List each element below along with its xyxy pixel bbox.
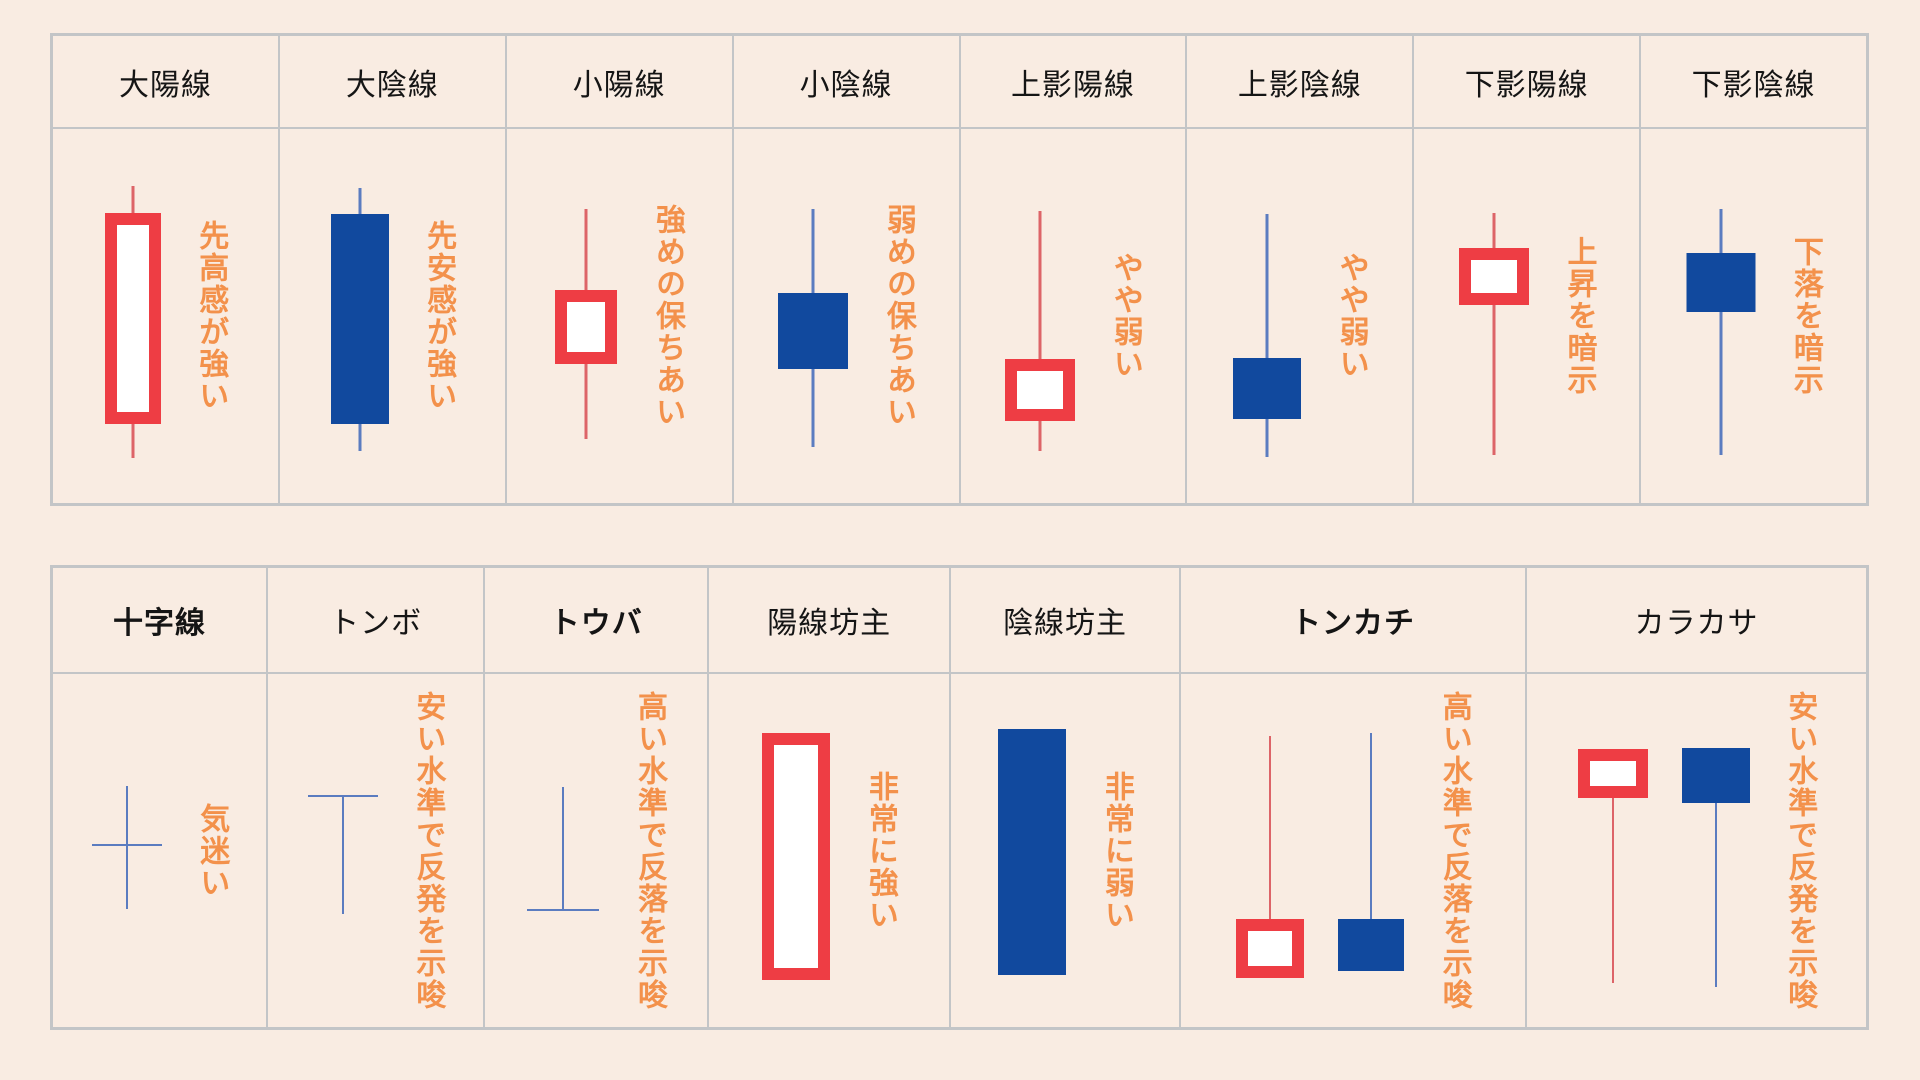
pattern-header: 陽線坊主 (709, 568, 950, 672)
candle-wick (1038, 211, 1042, 452)
candlestick-icon (1577, 674, 1648, 1027)
doji-open-close-bar (527, 908, 600, 911)
candlestick-icon (1686, 129, 1756, 503)
candlestick-icon (91, 674, 162, 1027)
pattern-header: トンボ (268, 568, 484, 672)
basic-patterns-table: 大陽線 大陰線 小陽線 小陰線 上影陽線 上影陰線 下影陽線 下影陰線先高感が強い 先安感が強い… (50, 33, 1869, 506)
pattern-cell: 安い水準で反発を示唆 (268, 674, 484, 1027)
candle-wick (1265, 214, 1269, 457)
candle-wick (1269, 736, 1272, 922)
candle-body (104, 213, 161, 424)
candle-wick (1719, 209, 1723, 456)
pattern-description: 安い水準で反発を示唆 (1783, 690, 1817, 1011)
pattern-header: 十字線 (53, 568, 267, 672)
pattern-header: 陰線坊主 (951, 568, 1180, 672)
candle-body (1236, 918, 1305, 978)
candle-wick (125, 786, 128, 909)
pattern-header: 大陰線 (279, 36, 505, 127)
pattern-cell: 下落を暗示 (1641, 129, 1866, 503)
pattern-header: 上影陰線 (1187, 36, 1413, 127)
candle-body (1686, 252, 1756, 313)
pattern-cell: 強めの保ちあい (506, 129, 732, 503)
pattern-description: 強めの保ちあい (650, 204, 684, 428)
pattern-description: 先安感が強い (422, 220, 456, 412)
pattern-cell: やや弱い (960, 129, 1186, 503)
pattern-cell: 気迷い (53, 674, 267, 1027)
pattern-cell: 安い水準で反発を示唆 (1527, 674, 1866, 1027)
pattern-description: 非常に弱い (1099, 770, 1133, 931)
candlestick-icon (998, 674, 1067, 1027)
candlestick-icon (762, 674, 831, 1027)
doji-open-close-bar (307, 795, 378, 798)
candle-body (1233, 357, 1302, 419)
pattern-description: 高い水準で反落を示唆 (1437, 690, 1471, 1011)
pattern-header: 大陽線 (53, 36, 278, 127)
pattern-cell: 弱めの保ちあい (733, 129, 959, 503)
pattern-cell: 先高感が強い (53, 129, 278, 503)
candle-body (762, 733, 831, 980)
candle-wick (341, 795, 344, 914)
candlestick-icon (1338, 674, 1405, 1027)
candle-wick (1370, 733, 1373, 922)
pattern-description: 下落を暗示 (1788, 236, 1822, 396)
pattern-description: 弱めの保ちあい (881, 204, 915, 428)
candle-wick (1714, 748, 1717, 988)
candle-body (1458, 247, 1529, 305)
candle-body (778, 293, 849, 370)
candle-body (1338, 918, 1405, 971)
candlestick-icon (1233, 129, 1302, 503)
pattern-header: 下影陰線 (1641, 36, 1866, 127)
pattern-cell: 非常に強い (709, 674, 950, 1027)
pattern-header: 小陽線 (506, 36, 732, 127)
candlestick-icon (104, 129, 161, 503)
pattern-description: 安い水準で反発を示唆 (411, 690, 445, 1011)
candle-wick (1492, 213, 1496, 456)
pattern-description: 非常に強い (863, 770, 897, 931)
pattern-description: やや弱い (1334, 252, 1368, 380)
pattern-description: 先高感が強い (194, 220, 228, 412)
pattern-cell: 非常に弱い (951, 674, 1180, 1027)
candlestick-icon (307, 674, 378, 1027)
pattern-header: トウバ (485, 568, 708, 672)
candlestick-icon (1236, 674, 1305, 1027)
candle-body (555, 290, 618, 365)
pattern-description: 上昇を暗示 (1562, 236, 1596, 396)
doji-open-close-bar (91, 844, 162, 847)
pattern-cell: やや弱い (1187, 129, 1413, 503)
candlestick-icon (1458, 129, 1529, 503)
pattern-description: やや弱い (1108, 252, 1142, 380)
pattern-header: 上影陽線 (960, 36, 1186, 127)
candlestick-icon (1005, 129, 1076, 503)
pattern-cell: 高い水準で反落を示唆 (485, 674, 708, 1027)
pattern-header: カラカサ (1527, 568, 1866, 672)
candlestick-icon (1681, 674, 1750, 1027)
pattern-header: 小陰線 (733, 36, 959, 127)
pattern-description: 気迷い (195, 802, 229, 899)
candlestick-icon (555, 129, 618, 503)
candle-body (1005, 359, 1076, 421)
candlestick-icon (527, 674, 600, 1027)
candle-body (330, 214, 389, 425)
pattern-cell: 高い水準で反落を示唆 (1181, 674, 1525, 1027)
candle-wick (1611, 749, 1614, 983)
candlestick-icon (330, 129, 389, 503)
pattern-cell: 上昇を暗示 (1414, 129, 1640, 503)
pattern-header: トンカチ (1181, 568, 1525, 672)
candle-body (998, 729, 1067, 975)
candle-wick (562, 787, 565, 909)
pattern-header: 下影陽線 (1414, 36, 1640, 127)
candle-body (1577, 748, 1648, 799)
special-patterns-table: 十字線 トンボ トウバ 陽線坊主 陰線坊主 トンカチ カラカサ気迷い 安い水準で反発を示唆 高い… (50, 565, 1869, 1030)
pattern-description: 高い水準で反落を示唆 (632, 690, 666, 1011)
candle-body (1681, 747, 1750, 803)
candlestick-icon (778, 129, 849, 503)
pattern-cell: 先安感が強い (279, 129, 505, 503)
